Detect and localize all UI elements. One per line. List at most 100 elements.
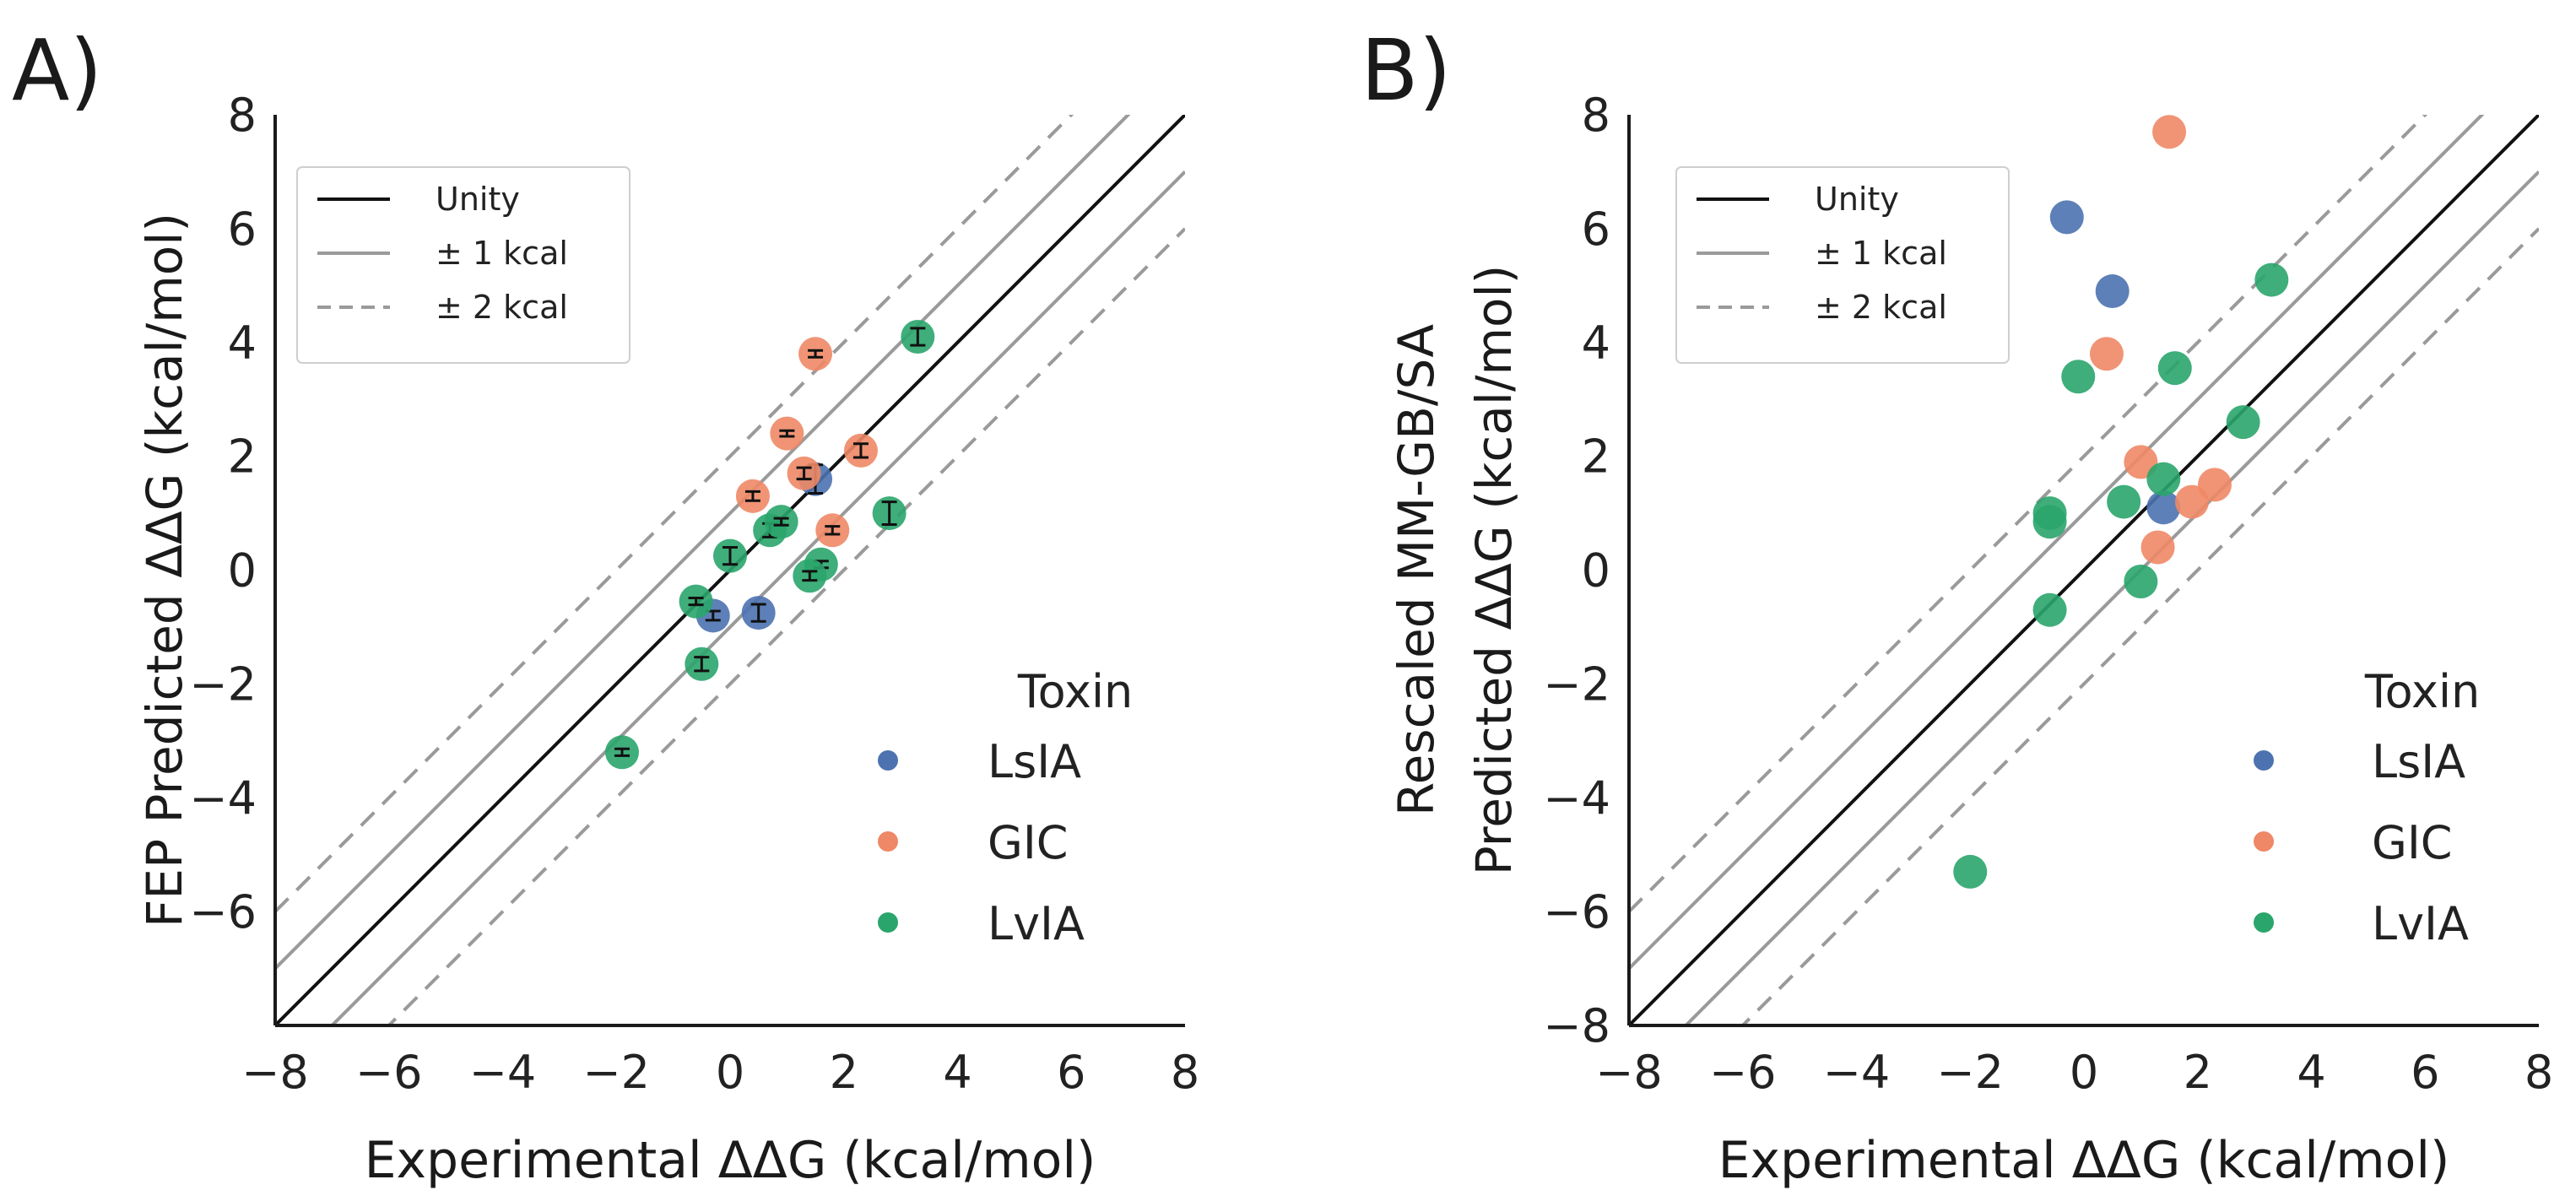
y-tick-label: 6 — [1582, 203, 1610, 256]
y-tick-label: −4 — [1543, 771, 1610, 825]
marker-lvia — [2146, 462, 2181, 496]
legend-label-lsia: LsIA — [988, 735, 1081, 788]
unity-line — [1629, 115, 2539, 1025]
data-point-lvia — [1953, 854, 1988, 889]
data-point-lvia — [872, 496, 906, 531]
legend-marker-lsia — [2254, 750, 2274, 771]
reference-line-legend-b: Unity ± 1 kcal ± 2 kcal — [1675, 166, 2010, 364]
legend-label-gic: GIC — [2372, 816, 2452, 869]
marker-lvia — [1953, 854, 1988, 889]
y-tick-label: 8 — [1582, 89, 1610, 142]
y-axis-label: Rescaled MM-GB/SA Predicted ΔΔG (kcal/mol… — [1388, 265, 1523, 875]
x-tick-label: −4 — [1823, 1046, 1891, 1099]
marker-lsia — [2095, 274, 2130, 309]
marker-gic — [2152, 115, 2187, 149]
marker-lvia — [2061, 360, 2096, 394]
y-tick-label: 8 — [228, 89, 257, 142]
x-tick-label: −8 — [241, 1046, 309, 1099]
data-point-lvia — [2157, 351, 2192, 386]
marker-lvia — [2107, 484, 2141, 519]
data-point-gic — [2152, 115, 2187, 149]
x-tick-label: −6 — [355, 1046, 423, 1099]
x-tick-label: −6 — [1709, 1046, 1777, 1099]
y-axis-label-line: FEP Predicted ΔΔG (kcal/mol) — [136, 213, 193, 928]
data-point-lvia — [2107, 484, 2141, 519]
data-point-lsia — [2049, 200, 2084, 235]
reference-lines — [1629, 115, 2539, 1025]
x-tick-label: 0 — [2070, 1046, 2098, 1099]
marker-lvia — [2226, 405, 2260, 440]
data-point-gic — [770, 416, 804, 451]
legend-marker-gic — [878, 831, 898, 852]
offset-line-plus-2 — [1629, 115, 2428, 913]
y-tick-label: 0 — [1582, 544, 1610, 598]
legend-label-lvia: LvIA — [2372, 897, 2469, 950]
data-point-lvia — [2061, 360, 2096, 394]
data-point-gic — [2089, 337, 2124, 371]
legend-entry-label: ± 1 kcal — [1815, 235, 1947, 272]
plot-area-a: −8 −6 −4 −2 0 2 4 6 8 −6 −4 −2 0 2 4 6 8 — [189, 89, 1199, 1099]
legend-marker-lsia — [878, 750, 898, 771]
x-axis-label: Experimental ΔΔG (kcal/mol) — [365, 1131, 1096, 1190]
marker-lsia — [2049, 200, 2084, 235]
toxin-legend-b: Toxin LsIA GIC LvIA — [2254, 665, 2480, 950]
data-point-lvia — [2254, 262, 2289, 297]
y-tick-label: −4 — [189, 771, 257, 825]
y-tick-label: −6 — [1543, 885, 1610, 939]
data-point-lvia — [713, 538, 747, 573]
data-point-gic — [2175, 484, 2210, 519]
x-tick-label: 4 — [943, 1046, 971, 1099]
legend-title: Toxin — [1017, 665, 1133, 718]
marker-lvia — [2254, 262, 2289, 297]
legend-entry-label: ± 2 kcal — [436, 289, 568, 326]
y-tick-label: 2 — [228, 430, 257, 484]
legend-entry-label: Unity — [436, 181, 520, 218]
legend-frame — [1675, 166, 2010, 364]
data-point-lvia — [2124, 564, 2158, 598]
plot-area-b: −8 −6 −4 −2 0 2 4 6 8 −8 −6 −4 −2 0 2 4 6 8 — [1543, 89, 2553, 1099]
legend-label-gic: GIC — [988, 816, 1068, 869]
offset-line-plus-1 — [275, 115, 1131, 970]
reference-line-legend-a: Unity ± 1 kcal ± 2 kcal — [296, 166, 630, 364]
offset-line-minus-2 — [386, 227, 1185, 1025]
data-point-lsia — [2146, 490, 2181, 525]
x-tick-label: 2 — [2184, 1046, 2212, 1099]
y-tick-label: 4 — [1582, 316, 1610, 370]
marker-lvia — [2032, 505, 2067, 539]
offset-line-minus-2 — [1740, 227, 2539, 1025]
legend-entry-label: Unity — [1815, 181, 1899, 218]
y-tick-label: −2 — [189, 657, 257, 711]
offset-line-plus-2 — [275, 115, 1074, 913]
y-axis-label-line: Rescaled MM-GB/SA — [1388, 324, 1445, 816]
data-point-lvia — [2146, 462, 2181, 496]
data-point-gic — [2140, 530, 2175, 565]
legend-label-lvia: LvIA — [988, 897, 1085, 950]
marker-lsia — [2146, 490, 2181, 525]
legend-entry-label: ± 2 kcal — [1815, 289, 1947, 326]
data-point-lvia — [679, 584, 713, 619]
data-point-gic — [815, 513, 850, 548]
marker-lvia — [2124, 564, 2158, 598]
panel-a: A) −8 −6 −4 −2 0 2 4 6 8 −6 −4 −2 0 2 4 6 8 Unity ± 1 kca… — [12, 21, 1199, 1190]
y-tick-label: −8 — [1543, 999, 1610, 1052]
data-point-gic — [735, 479, 770, 513]
data-point-gic — [787, 456, 821, 490]
x-tick-label: −8 — [1595, 1046, 1663, 1099]
x-axis-label: Experimental ΔΔG (kcal/mol) — [1718, 1131, 2450, 1190]
x-tick-label: 2 — [830, 1046, 858, 1099]
panel-b: B) −8 −6 −4 −2 0 2 4 6 8 −8 −6 −4 −2 0 2 4 6 8 Unity ± 1 k… — [1361, 21, 2553, 1190]
x-tick-label: 4 — [2297, 1046, 2325, 1099]
legend-marker-gic — [2254, 831, 2274, 852]
panel-label: B) — [1361, 21, 1452, 120]
toxin-legend-a: Toxin LsIA GIC LvIA — [878, 665, 1133, 950]
marker-lvia — [2157, 351, 2192, 386]
legend-frame — [296, 166, 630, 364]
offset-line-minus-1 — [1683, 170, 2539, 1025]
y-tick-label: −2 — [1543, 657, 1610, 711]
data-point-lvia — [764, 505, 798, 539]
x-tick-label: 8 — [2525, 1046, 2553, 1099]
x-tick-label: −4 — [469, 1046, 537, 1099]
marker-gic — [2175, 484, 2210, 519]
x-tick-label: 6 — [1057, 1046, 1085, 1099]
marker-lvia — [2032, 592, 2067, 627]
